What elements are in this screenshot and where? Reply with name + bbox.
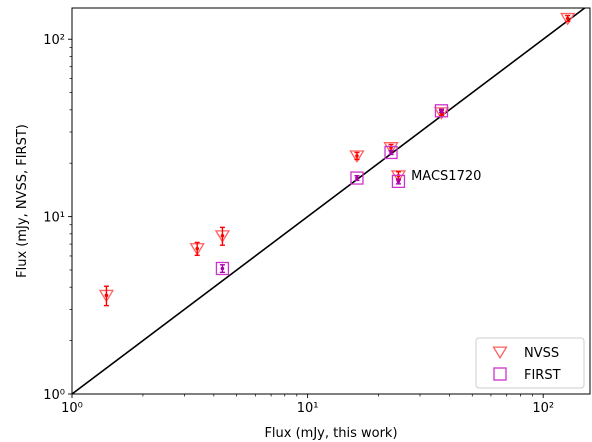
nvss-marker	[383, 142, 399, 155]
x-tick-label: 10¹	[297, 401, 319, 416]
nvss-data-point	[214, 226, 231, 246]
first-marker	[350, 171, 364, 185]
nvss-point-dot	[220, 233, 225, 238]
x-axis-label: Flux (mJy, this work)	[264, 426, 397, 441]
x-tick-label: 10⁰	[61, 401, 83, 416]
legend-label-first: FIRST	[524, 368, 561, 383]
nvss-marker	[559, 12, 576, 26]
legend-marker-nvss	[492, 346, 508, 360]
point-annotation: MACS1720	[411, 169, 481, 184]
y-axis-label: Flux (mJy, NVSS, FIRST)	[15, 124, 30, 278]
nvss-point-dot	[104, 293, 109, 298]
legend: NVSS FIRST	[475, 337, 585, 389]
legend-entry-nvss: NVSS	[492, 346, 559, 361]
first-point-dot	[355, 176, 359, 180]
plot-frame	[71, 7, 591, 395]
first-marker	[391, 174, 406, 189]
first-data-point	[350, 171, 364, 185]
y-tick-label: 10²	[43, 33, 65, 48]
first-point-dot	[396, 179, 401, 184]
first-point-dot	[220, 266, 225, 271]
nvss-data-point	[559, 12, 576, 26]
first-point-dot	[389, 150, 393, 155]
nvss-point-dot	[565, 16, 570, 21]
nvss-marker	[390, 170, 407, 183]
legend-marker-first	[493, 367, 507, 381]
nvss-data-point	[98, 285, 115, 307]
first-marker	[384, 145, 398, 160]
first-data-point	[384, 145, 398, 160]
first-marker	[434, 104, 449, 118]
first-data-point	[434, 104, 449, 118]
legend-label-nvss: NVSS	[524, 346, 559, 361]
first-data-point	[215, 261, 230, 276]
nvss-point-dot	[195, 246, 200, 251]
y-tick-label: 10⁰	[43, 388, 65, 403]
legend-entry-first: FIRST	[493, 367, 561, 383]
first-marker	[215, 261, 230, 276]
first-data-point	[391, 174, 406, 189]
y-tick-label: 10¹	[43, 211, 65, 226]
x-tick-label: 10²	[532, 401, 554, 416]
one-to-one-line	[72, 8, 587, 394]
legend-box	[475, 337, 585, 389]
first-point-dot	[439, 108, 444, 113]
nvss-marker	[433, 107, 450, 120]
nvss-point-dot	[355, 154, 359, 158]
nvss-marker	[349, 150, 365, 163]
nvss-data-point	[349, 150, 365, 163]
nvss-data-point	[189, 241, 205, 257]
